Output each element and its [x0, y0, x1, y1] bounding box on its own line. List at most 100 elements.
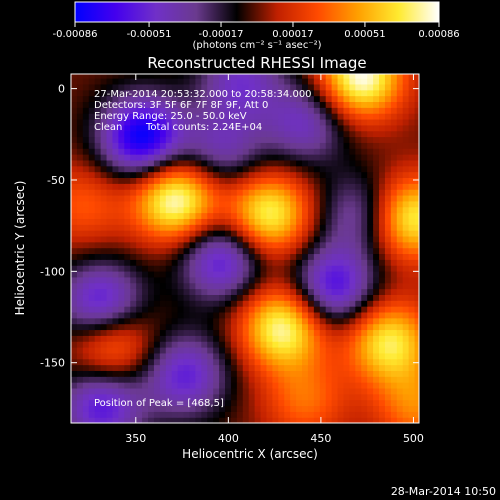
heatmap-cell: [225, 370, 232, 377]
heatmap-cell: [148, 194, 155, 202]
heatmap-cell: [390, 329, 398, 336]
heatmap-cell: [373, 335, 380, 342]
heatmap-cell: [379, 118, 386, 126]
heatmap-cell: [165, 107, 173, 114]
heatmap-cell: [272, 171, 279, 179]
heatmap-cell: [302, 323, 309, 331]
heatmap-cell: [367, 212, 374, 219]
heatmap-cell: [355, 218, 362, 225]
heatmap-cell: [130, 154, 137, 161]
heatmap-cell: [118, 323, 125, 331]
heatmap-cell: [373, 311, 380, 319]
heatmap-cell: [177, 294, 185, 301]
heatmap-cell: [219, 323, 226, 331]
heatmap-cell: [379, 300, 386, 307]
heatmap-cell: [343, 230, 350, 237]
heatmap-cell: [408, 212, 416, 219]
heatmap-cell: [278, 189, 285, 196]
heatmap-cell: [379, 159, 386, 167]
heatmap-cell: [361, 171, 368, 179]
heatmap-cell: [260, 101, 268, 108]
heatmap-cell: [153, 74, 161, 79]
heatmap-cell: [290, 417, 297, 423]
heatmap-cell: [94, 165, 102, 173]
heatmap-cell: [153, 253, 161, 260]
heatmap-cell: [153, 148, 161, 155]
heatmap-cell: [379, 142, 386, 149]
heatmap-cell: [379, 154, 386, 161]
heatmap-cell: [254, 95, 262, 103]
heatmap-cell: [373, 165, 380, 173]
heatmap-cell: [402, 89, 410, 97]
heatmap-cell: [343, 74, 350, 79]
heatmap-cell: [272, 148, 279, 155]
heatmap-cell: [337, 118, 345, 126]
heatmap-cell: [118, 270, 125, 278]
heatmap-cell: [118, 335, 125, 342]
heatmap-cell: [278, 118, 285, 126]
heatmap-cell: [408, 358, 416, 366]
heatmap-cell: [290, 341, 297, 348]
heatmap-cell: [82, 107, 90, 114]
heatmap-cell: [414, 294, 419, 301]
heatmap-cell: [183, 352, 191, 360]
heatmap-cell: [112, 224, 119, 231]
heatmap-cell: [361, 259, 368, 266]
heatmap-cell: [390, 393, 398, 401]
heatmap-cell: [230, 189, 238, 196]
heatmap-cell: [325, 124, 333, 132]
heatmap-cell: [195, 224, 202, 231]
heatmap-cell: [100, 218, 108, 225]
heatmap-cell: [94, 230, 102, 237]
heatmap-cell: [325, 259, 333, 266]
heatmap-cell: [319, 341, 327, 348]
heatmap-cell: [242, 183, 250, 190]
heatmap-cell: [76, 230, 84, 237]
heatmap-cell: [319, 364, 327, 371]
heatmap-cell: [106, 282, 114, 290]
heatmap-cell: [396, 282, 404, 290]
heatmap-cell: [148, 399, 155, 407]
heatmap-cell: [207, 194, 214, 202]
heatmap-cell: [106, 142, 114, 149]
heatmap-cell: [408, 300, 416, 307]
heatmap-cell: [242, 189, 250, 196]
heatmap-cell: [165, 265, 173, 272]
heatmap-cell: [177, 124, 185, 132]
heatmap-cell: [100, 393, 108, 401]
heatmap-cell: [130, 382, 137, 389]
heatmap-cell: [355, 417, 362, 423]
heatmap-cell: [331, 387, 339, 395]
heatmap-cell: [201, 89, 208, 97]
heatmap-cell: [260, 130, 268, 138]
heatmap-cell: [118, 376, 125, 383]
heatmap-cell: [201, 247, 208, 255]
heatmap-cell: [373, 265, 380, 272]
heatmap-cell: [148, 370, 155, 377]
heatmap-cell: [325, 118, 333, 126]
heatmap-cell: [248, 288, 256, 295]
heatmap-cell: [337, 282, 345, 290]
heatmap-cell: [201, 230, 208, 237]
heatmap-cell: [219, 206, 226, 214]
heatmap-cell: [177, 270, 185, 278]
heatmap-cell: [302, 107, 309, 114]
heatmap-cell: [248, 323, 256, 331]
heatmap-cell: [278, 358, 285, 366]
heatmap-cell: [88, 212, 96, 219]
heatmap-cell: [390, 288, 398, 295]
heatmap-cell: [414, 399, 419, 407]
heatmap-cell: [118, 294, 125, 301]
heatmap-cell: [254, 212, 262, 219]
heatmap-cell: [307, 183, 315, 190]
heatmap-cell: [124, 294, 131, 301]
heatmap-cell: [82, 282, 90, 290]
heatmap-cell: [159, 177, 167, 184]
heatmap-cell: [307, 212, 315, 219]
heatmap-cell: [130, 224, 137, 231]
heatmap-cell: [355, 317, 362, 325]
heatmap-cell: [319, 399, 327, 407]
heatmap-cell: [183, 235, 191, 243]
heatmap-cell: [260, 224, 268, 231]
heatmap-cell: [159, 235, 167, 243]
